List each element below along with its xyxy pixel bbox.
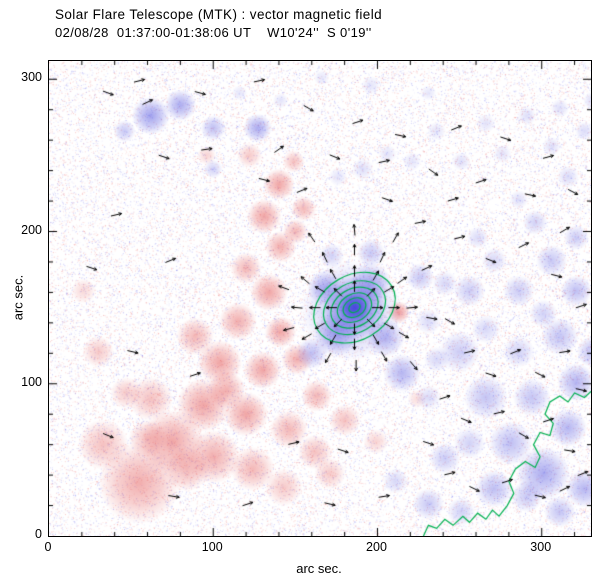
x-tick-label: 200 (366, 540, 387, 554)
magnetogram-canvas (49, 61, 591, 536)
y-axis-label: arc sec. (10, 274, 26, 321)
x-tick-label: 300 (530, 540, 552, 554)
figure-subtitle: 02/08/28 01:37:00-01:38:06 UT W10'24'' S… (55, 25, 372, 40)
y-tick-label: 0 (35, 527, 42, 541)
figure-title: Solar Flare Telescope (MTK) : vector mag… (55, 7, 383, 22)
y-tick-label: 200 (21, 222, 42, 237)
x-axis-label: arc sec. (296, 561, 342, 576)
y-tick-label: 100 (21, 374, 42, 389)
x-tick-label: 100 (201, 540, 223, 554)
y-tick-label: 300 (21, 70, 42, 85)
plot-area (48, 60, 592, 537)
x-tick-label: 0 (44, 540, 52, 554)
